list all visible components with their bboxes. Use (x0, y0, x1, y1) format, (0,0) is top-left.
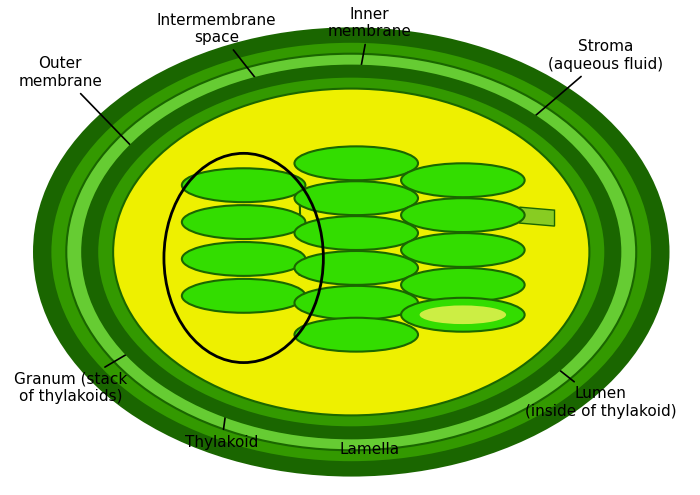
Ellipse shape (401, 198, 524, 232)
Text: Inner
membrane: Inner membrane (328, 6, 411, 90)
Ellipse shape (295, 181, 418, 215)
Text: Outer
membrane: Outer membrane (18, 56, 148, 163)
Ellipse shape (401, 163, 524, 197)
Ellipse shape (401, 268, 524, 302)
Ellipse shape (182, 205, 305, 239)
Ellipse shape (34, 29, 668, 475)
Ellipse shape (97, 77, 606, 427)
Text: Lumen
(inside of thylakoid): Lumen (inside of thylakoid) (493, 317, 676, 419)
Text: Intermembrane
space: Intermembrane space (157, 12, 276, 97)
Ellipse shape (295, 318, 418, 351)
Ellipse shape (82, 66, 620, 438)
Ellipse shape (182, 279, 305, 313)
Ellipse shape (295, 286, 418, 320)
Ellipse shape (401, 233, 524, 267)
Polygon shape (406, 207, 413, 223)
Ellipse shape (419, 305, 506, 324)
Ellipse shape (113, 89, 589, 415)
Ellipse shape (295, 147, 418, 180)
Text: Stroma
(aqueous fluid): Stroma (aqueous fluid) (503, 40, 663, 144)
Ellipse shape (182, 242, 305, 276)
Text: Thylakoid: Thylakoid (185, 372, 258, 450)
Ellipse shape (50, 42, 652, 462)
Ellipse shape (182, 168, 305, 202)
Ellipse shape (295, 216, 418, 250)
Text: Lamella: Lamella (339, 360, 399, 457)
Ellipse shape (66, 53, 636, 450)
Polygon shape (406, 277, 413, 293)
Ellipse shape (401, 298, 524, 332)
Ellipse shape (295, 251, 418, 285)
Text: Granum (stack
of thylakoids): Granum (stack of thylakoids) (13, 326, 174, 404)
Polygon shape (519, 207, 554, 226)
